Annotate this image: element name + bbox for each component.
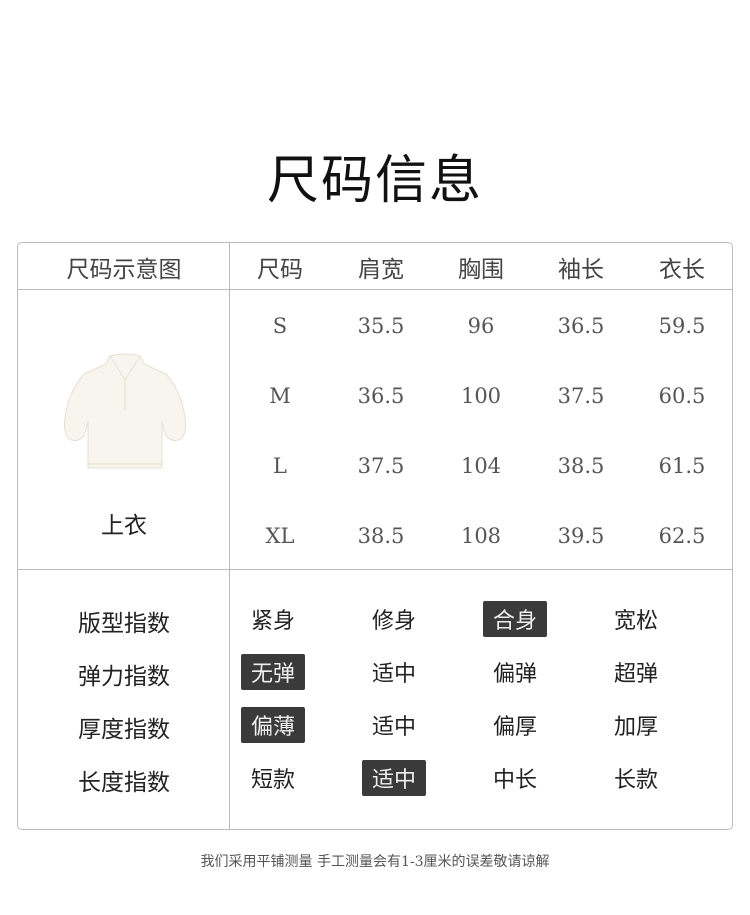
- table-cell: 35.5: [357, 314, 405, 338]
- option: 中长: [492, 768, 538, 793]
- option: 宽松: [613, 609, 659, 634]
- table-cell: M: [269, 384, 291, 408]
- option: 偏弹: [492, 662, 538, 687]
- index-label: 厚度指数: [78, 717, 170, 743]
- column-header: 尺码: [257, 257, 303, 283]
- index-label: 长度指数: [78, 770, 170, 796]
- index-label: 弹力指数: [78, 664, 170, 690]
- table-cell: 61.5: [658, 454, 706, 478]
- column-header: 肩宽: [358, 257, 404, 283]
- table-cell: 108: [460, 524, 502, 548]
- column-header: 袖长: [558, 257, 604, 283]
- table-cell: 104: [460, 454, 502, 478]
- option: 偏厚: [492, 715, 538, 740]
- option: 紧身: [250, 609, 296, 634]
- divider: [17, 289, 733, 290]
- table-cell: 59.5: [658, 314, 706, 338]
- option: 超弹: [613, 662, 659, 687]
- table-cell: 37.5: [557, 384, 605, 408]
- page-title: 尺码信息: [266, 151, 483, 211]
- column-header: 尺码示意图: [66, 257, 182, 283]
- table-cell: 60.5: [658, 384, 706, 408]
- column-header: 衣长: [659, 257, 705, 283]
- option: 适中: [371, 662, 417, 687]
- table-cell: 36.5: [557, 314, 605, 338]
- selected-option: 合身: [482, 601, 548, 637]
- table-cell: 39.5: [557, 524, 605, 548]
- column-header: 胸围: [458, 257, 504, 283]
- table-cell: 36.5: [357, 384, 405, 408]
- table-cell: 37.5: [357, 454, 405, 478]
- divider: [17, 569, 733, 570]
- option: 适中: [371, 715, 417, 740]
- table-cell: L: [273, 454, 287, 478]
- table-cell: 100: [460, 384, 502, 408]
- divider: [229, 242, 230, 830]
- table-cell: 96: [467, 314, 495, 338]
- table-cell: 38.5: [557, 454, 605, 478]
- option: 加厚: [613, 715, 659, 740]
- table-cell: 38.5: [357, 524, 405, 548]
- table-cell: 62.5: [658, 524, 706, 548]
- index-label: 版型指数: [78, 611, 170, 637]
- size-table: [17, 242, 733, 830]
- measurement-note: 我们采用平铺测量 手工测量会有1-3厘米的误差敬请谅解: [200, 854, 550, 870]
- table-cell: XL: [265, 524, 295, 548]
- option: 短款: [250, 768, 296, 793]
- blouse-image: [63, 353, 187, 469]
- selected-option: 适中: [361, 760, 427, 796]
- option: 修身: [371, 609, 417, 634]
- selected-option: 无弹: [240, 654, 306, 690]
- garment-label: 上衣: [101, 513, 147, 539]
- table-cell: S: [272, 314, 288, 338]
- option: 长款: [613, 768, 659, 793]
- selected-option: 偏薄: [240, 707, 306, 743]
